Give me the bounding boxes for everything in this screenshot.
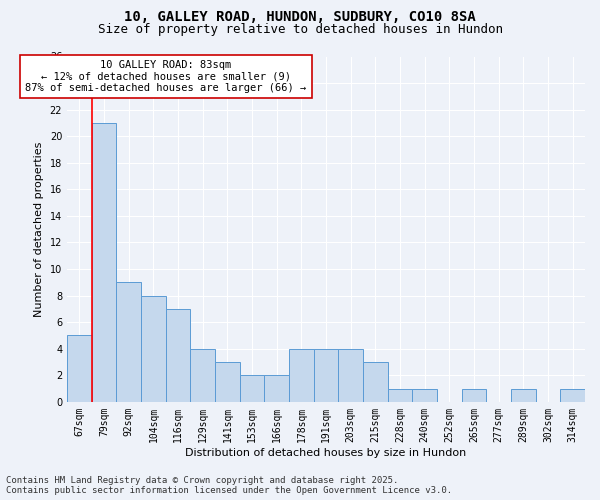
Bar bbox=[116, 282, 141, 402]
Text: Contains HM Land Registry data © Crown copyright and database right 2025.
Contai: Contains HM Land Registry data © Crown c… bbox=[6, 476, 452, 495]
Bar bbox=[141, 296, 166, 402]
Bar bbox=[215, 362, 240, 402]
Bar bbox=[314, 348, 338, 402]
Bar bbox=[289, 348, 314, 402]
Bar bbox=[240, 376, 265, 402]
Bar bbox=[560, 388, 585, 402]
Bar bbox=[67, 336, 92, 402]
Bar bbox=[338, 348, 363, 402]
X-axis label: Distribution of detached houses by size in Hundon: Distribution of detached houses by size … bbox=[185, 448, 467, 458]
Bar bbox=[166, 309, 190, 402]
Bar bbox=[363, 362, 388, 402]
Bar bbox=[388, 388, 412, 402]
Text: 10, GALLEY ROAD, HUNDON, SUDBURY, CO10 8SA: 10, GALLEY ROAD, HUNDON, SUDBURY, CO10 8… bbox=[124, 10, 476, 24]
Bar bbox=[92, 123, 116, 402]
Text: Size of property relative to detached houses in Hundon: Size of property relative to detached ho… bbox=[97, 22, 503, 36]
Bar bbox=[190, 348, 215, 402]
Bar bbox=[265, 376, 289, 402]
Bar bbox=[461, 388, 487, 402]
Y-axis label: Number of detached properties: Number of detached properties bbox=[34, 142, 44, 317]
Bar bbox=[412, 388, 437, 402]
Bar bbox=[511, 388, 536, 402]
Text: 10 GALLEY ROAD: 83sqm
← 12% of detached houses are smaller (9)
87% of semi-detac: 10 GALLEY ROAD: 83sqm ← 12% of detached … bbox=[25, 60, 307, 93]
